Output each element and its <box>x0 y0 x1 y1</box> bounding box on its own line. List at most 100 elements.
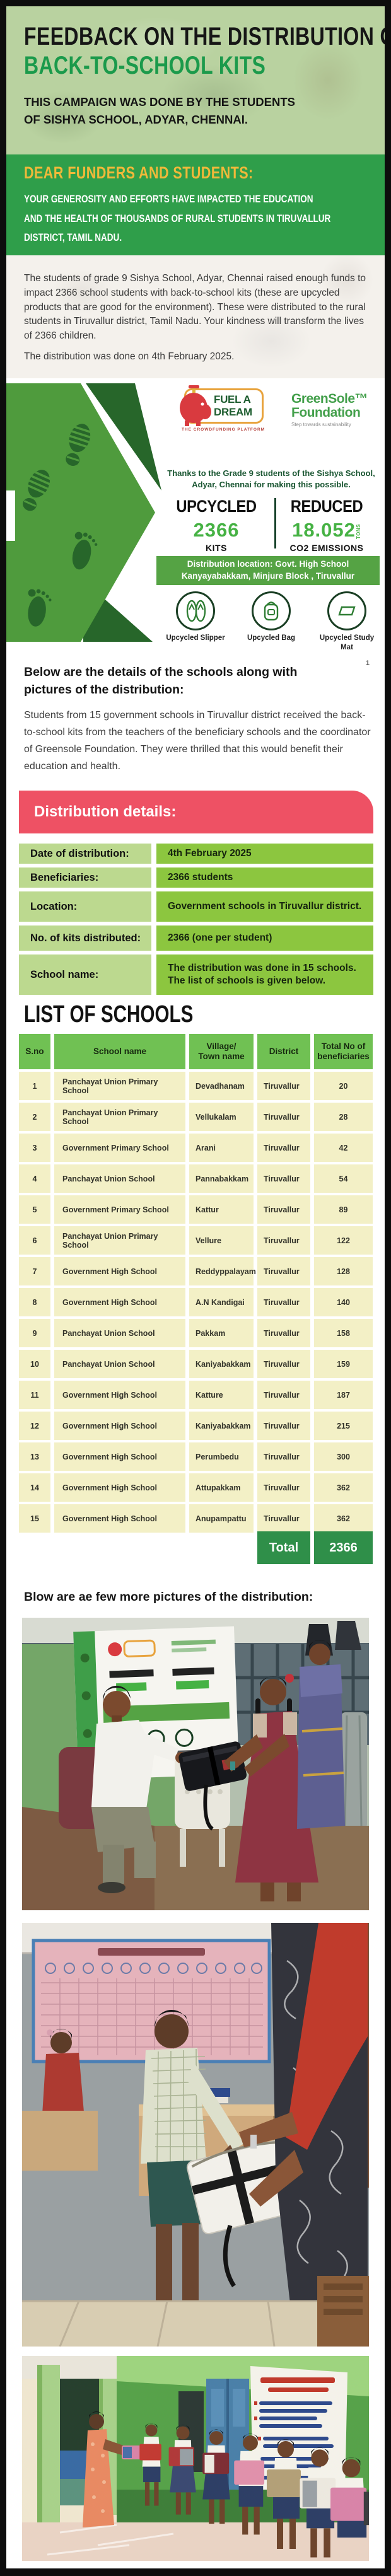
school-village: Pakkam <box>189 1319 254 1347</box>
wooden-chair <box>317 2276 369 2347</box>
greensole-tagline: Step towards sustainability <box>291 422 351 428</box>
total-value: 2366 <box>314 1531 373 1564</box>
school-name: Panchayat Union School <box>54 1350 185 1378</box>
photos-heading: Blow are ae few more pictures of the dis… <box>24 1590 313 1604</box>
school-row: 2 Panchayat Union Primary School Velluka… <box>19 1103 373 1131</box>
slipper-icon <box>176 591 215 630</box>
school-beneficiaries: 187 <box>314 1381 373 1409</box>
stat-divider <box>274 498 276 548</box>
school-district: Tiruvallur <box>257 1072 310 1100</box>
kit-icon-study-mat: Upcycled Study Mat <box>315 591 378 653</box>
school-sno: 14 <box>19 1473 50 1502</box>
school-sno: 13 <box>19 1442 50 1471</box>
school-row: 9 Panchayat Union School Pakkam Tiruvall… <box>19 1319 373 1347</box>
school-district: Tiruvallur <box>257 1103 310 1131</box>
fuel-logo-line1: FUEL A <box>214 393 251 405</box>
background-girl <box>22 2029 98 2171</box>
school-row: 11 Government High School Katture Tiruva… <box>19 1381 373 1409</box>
intro-section: The students of grade 9 Sishya School, A… <box>6 255 385 378</box>
detail-label: School name: <box>19 954 151 995</box>
certificate-card: FUEL A DREAM THE CROWDFUNDING PLATFORM G… <box>6 378 385 656</box>
school-district: Tiruvallur <box>257 1164 310 1193</box>
school-district: Tiruvallur <box>257 1504 310 1533</box>
fuel-logo-line2: DREAM <box>214 405 252 418</box>
detail-value: 2366 students <box>156 867 373 888</box>
reduced-number: 18.052 <box>292 519 356 541</box>
school-village: Reddyppalayam <box>189 1257 256 1285</box>
school-beneficiaries: 128 <box>314 1257 373 1285</box>
school-district: Tiruvallur <box>257 1473 310 1502</box>
school-beneficiaries: 140 <box>314 1288 373 1316</box>
school-sno: 15 <box>19 1504 50 1533</box>
white-kit-bag <box>186 2139 300 2235</box>
schools-table: S.no School name Village/ Town name Dist… <box>19 1034 373 1533</box>
school-district: Tiruvallur <box>257 1226 310 1255</box>
distribution-details-banner: Distribution details: <box>19 791 373 833</box>
school-name: Government High School <box>54 1288 185 1316</box>
appeal-banner: DEAR FUNDERS AND STUDENTS: YOUR GENEROSI… <box>6 154 385 255</box>
school-sno: 2 <box>19 1103 50 1131</box>
school-row: 6 Panchayat Union Primary School Vellure… <box>19 1226 373 1255</box>
school-name: Government Primary School <box>54 1134 185 1162</box>
school-beneficiaries: 122 <box>314 1226 373 1255</box>
school-village: Perumbedu <box>189 1442 254 1471</box>
school-village: Katture <box>189 1381 254 1409</box>
school-name: Government High School <box>54 1473 185 1502</box>
school-name: Panchayat Union School <box>54 1319 185 1347</box>
school-row: 4 Panchayat Union School Pannabakkam Tir… <box>19 1164 373 1193</box>
slipper-label: Upcycled Slipper <box>166 634 225 642</box>
school-village: Kattur <box>189 1195 254 1224</box>
school-village: Attupakkam <box>189 1473 254 1502</box>
school-name: Government High School <box>54 1257 185 1285</box>
school-district: Tiruvallur <box>257 1288 310 1316</box>
school-village: Kaniyabakkam <box>189 1350 254 1378</box>
list-of-schools-heading: LIST OF SCHOOLS <box>24 1001 194 1028</box>
kit-icon-slipper: Upcycled Slipper <box>164 591 227 653</box>
school-name: Government High School <box>54 1504 185 1533</box>
school-village: Devadhanam <box>189 1072 254 1100</box>
distribution-details-table: Date of distribution: 4th February 2025 … <box>19 844 373 999</box>
school-sno: 1 <box>19 1072 50 1100</box>
thanks-text: Thanks to the Grade 9 students of the Si… <box>167 468 375 489</box>
school-beneficiaries: 158 <box>314 1319 373 1347</box>
school-district: Tiruvallur <box>257 1195 310 1224</box>
fuel-logo-tagline: THE CROWDFUNDING PLATFORM <box>181 427 266 432</box>
footprints-arrow-graphic <box>6 383 161 642</box>
appeal-line3: DISTRICT, TAMIL NADU. <box>24 232 122 244</box>
photo-classroom-handover <box>22 1923 369 2347</box>
photo-distribution-banner-handover <box>22 1618 369 1910</box>
school-village: Anupampattu <box>189 1504 254 1533</box>
detail-row: Location: Government schools in Tiruvall… <box>19 891 373 922</box>
appeal-line2: AND THE HEALTH OF THOUSANDS OF RURAL STU… <box>24 212 331 224</box>
header-section: FEEDBACK ON THE DISTRIBUTION OF BACK-TO-… <box>6 6 385 154</box>
school-sno: 8 <box>19 1288 50 1316</box>
col-header-district: District <box>257 1034 310 1069</box>
greensole-logo: GreenSole™ Foundation Step towards susta… <box>291 392 373 427</box>
school-district: Tiruvallur <box>257 1442 310 1471</box>
school-row: 14 Government High School Attupakkam Tir… <box>19 1473 373 1502</box>
stat-upcycled: UPCYCLED 2366 KITS <box>163 497 270 553</box>
school-name: Panchayat Union Primary School <box>54 1103 185 1131</box>
bag-label: Upcycled Bag <box>247 634 296 642</box>
school-sno: 3 <box>19 1134 50 1162</box>
school-name: Government High School <box>54 1381 185 1409</box>
school-row: 5 Government Primary School Kattur Tiruv… <box>19 1195 373 1224</box>
school-row: 13 Government High School Perumbedu Tiru… <box>19 1442 373 1471</box>
school-row: 3 Government Primary School Arani Tiruva… <box>19 1134 373 1162</box>
study-mat-icon <box>327 591 366 630</box>
school-sno: 11 <box>19 1381 50 1409</box>
school-row: 1 Panchayat Union Primary School Devadha… <box>19 1072 373 1100</box>
upcycled-label: UPCYCLED <box>176 497 257 516</box>
schools-rows: 1 Panchayat Union Primary School Devadha… <box>19 1072 373 1533</box>
page-title-line2: BACK-TO-SCHOOL KITS <box>24 52 266 79</box>
details-heading: Below are the details of the schools alo… <box>24 665 298 697</box>
teacher-distributing <box>83 2411 143 2527</box>
bag-icon <box>252 591 291 630</box>
children-row <box>139 2423 369 2558</box>
school-village: Vellure <box>189 1226 254 1255</box>
detail-row: Date of distribution: 4th February 2025 <box>19 844 373 864</box>
school-district: Tiruvallur <box>257 1257 310 1285</box>
school-name: Government High School <box>54 1412 185 1440</box>
school-sno: 7 <box>19 1257 50 1285</box>
